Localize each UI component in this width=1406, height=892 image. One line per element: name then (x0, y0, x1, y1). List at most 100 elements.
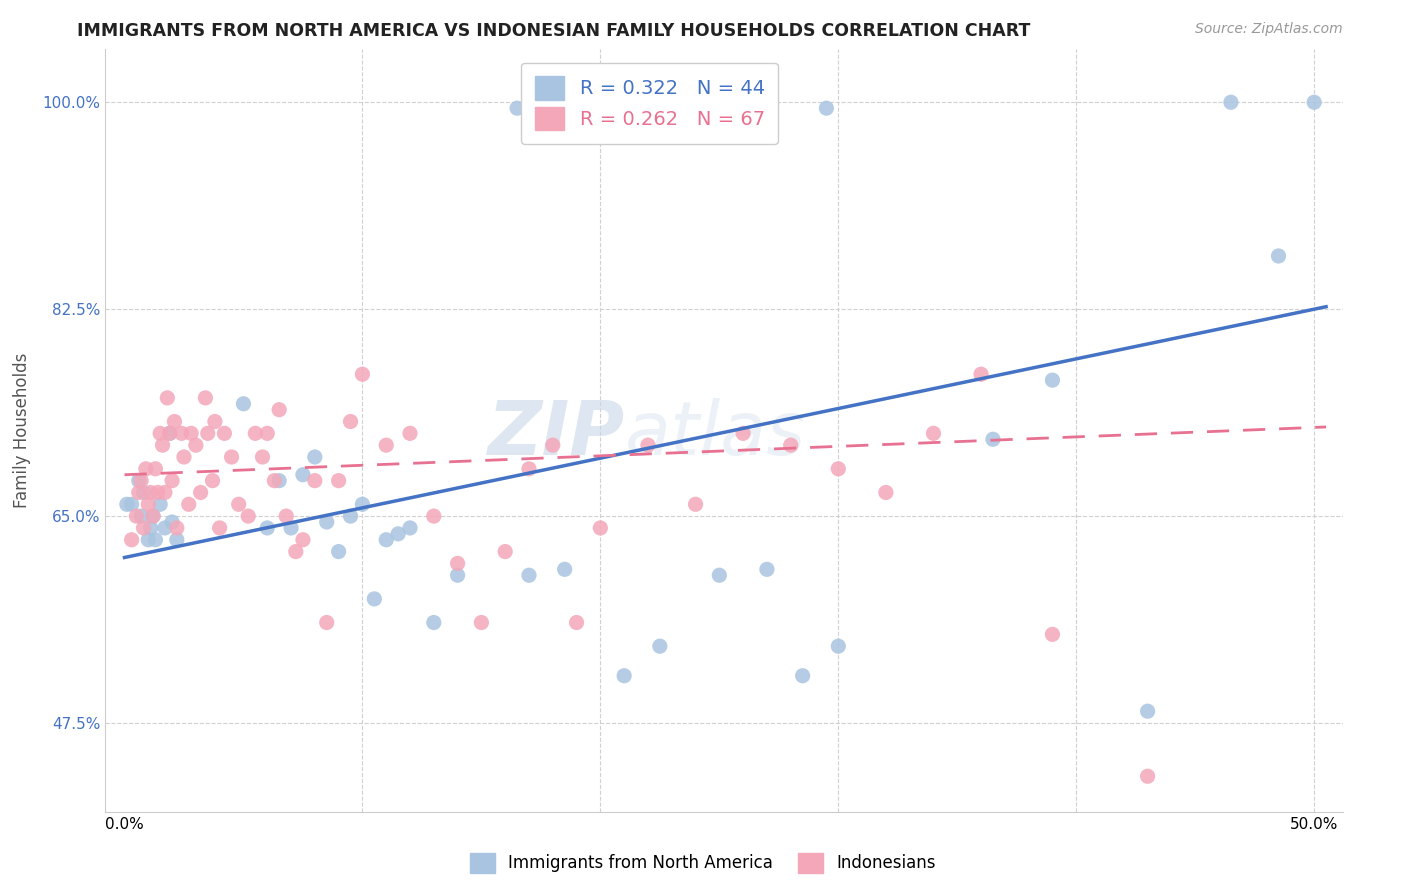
Point (446, 568, 468, 582)
Point (139, 521, 162, 535)
Text: IMMIGRANTS FROM NORTH AMERICA VS INDONESIAN FAMILY HOUSEHOLDS CORRELATION CHART: IMMIGRANTS FROM NORTH AMERICA VS INDONES… (77, 22, 1031, 40)
Point (291, 467, 314, 482)
Point (121, 533, 143, 547)
Point (129, 509, 152, 524)
Point (245, 426, 267, 441)
Point (197, 426, 219, 441)
Point (177, 497, 200, 511)
Point (315, 515, 337, 529)
Point (184, 438, 207, 452)
Point (733, 426, 755, 441)
Point (827, 462, 849, 476)
Point (153, 485, 176, 500)
Point (170, 426, 193, 441)
Point (146, 485, 169, 500)
Point (352, 497, 374, 511)
Point (981, 432, 1004, 446)
Point (328, 474, 350, 488)
Point (256, 426, 278, 441)
Point (180, 426, 202, 441)
Point (399, 426, 422, 441)
Point (291, 533, 314, 547)
Point (136, 497, 159, 511)
Point (613, 669, 636, 683)
Point (228, 497, 250, 511)
Text: Source: ZipAtlas.com: Source: ZipAtlas.com (1195, 22, 1343, 37)
Point (1042, 627, 1064, 641)
Point (352, 368, 374, 382)
Point (1219, 95, 1241, 110)
Point (755, 562, 778, 576)
Point (166, 521, 188, 535)
Point (256, 521, 278, 535)
Point (922, 426, 945, 441)
Point (875, 485, 897, 500)
Point (163, 415, 186, 429)
Point (565, 615, 588, 630)
Point (135, 462, 157, 476)
Y-axis label: Family Households: Family Households (14, 352, 31, 508)
Point (339, 509, 361, 524)
Point (423, 509, 446, 524)
Point (238, 509, 260, 524)
Point (201, 474, 224, 488)
Point (159, 426, 181, 441)
Point (149, 497, 172, 511)
Point (506, 101, 529, 115)
Point (328, 544, 350, 558)
Point (125, 509, 148, 524)
Point (166, 533, 188, 547)
Point (315, 615, 337, 630)
Point (204, 415, 226, 429)
Point (423, 615, 446, 630)
Point (709, 568, 731, 582)
Point (153, 521, 176, 535)
Point (159, 426, 181, 441)
Point (1136, 704, 1159, 718)
Point (160, 515, 183, 529)
Point (132, 521, 155, 535)
Point (517, 568, 540, 582)
Point (637, 438, 659, 452)
Point (145, 462, 167, 476)
Legend: R = 0.322   N = 44, R = 0.262   N = 67: R = 0.322 N = 44, R = 0.262 N = 67 (522, 62, 779, 145)
Text: atlas: atlas (626, 398, 807, 470)
Point (815, 101, 838, 115)
Point (269, 474, 291, 488)
Point (129, 474, 152, 488)
Point (173, 450, 195, 464)
Point (142, 509, 165, 524)
Point (263, 474, 285, 488)
Point (446, 557, 468, 571)
Point (252, 450, 274, 464)
Point (470, 615, 492, 630)
Point (276, 509, 298, 524)
Point (1136, 769, 1159, 783)
Point (1042, 373, 1064, 387)
Point (280, 521, 302, 535)
Point (214, 426, 236, 441)
Point (399, 521, 422, 535)
Point (128, 485, 150, 500)
Point (375, 438, 398, 452)
Point (139, 485, 162, 500)
Point (152, 438, 174, 452)
Point (160, 474, 183, 488)
Point (304, 474, 326, 488)
Point (232, 397, 254, 411)
Point (648, 639, 671, 653)
Point (269, 402, 291, 417)
Point (541, 438, 564, 452)
Point (132, 485, 155, 500)
Point (387, 526, 409, 541)
Point (970, 368, 993, 382)
Point (115, 497, 138, 511)
Text: ZIP: ZIP (488, 398, 626, 471)
Point (792, 669, 814, 683)
Point (554, 562, 576, 576)
Point (1267, 249, 1289, 263)
Point (149, 426, 172, 441)
Point (375, 533, 398, 547)
Point (624, 101, 647, 115)
Point (304, 450, 326, 464)
